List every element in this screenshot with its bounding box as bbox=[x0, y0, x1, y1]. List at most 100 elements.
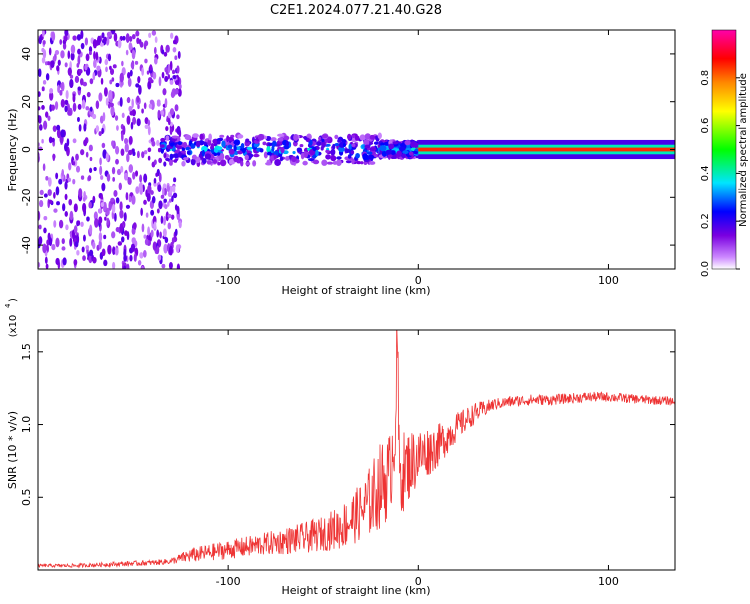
heatmap-cell bbox=[150, 229, 154, 238]
heatmap-cell bbox=[140, 207, 143, 217]
heatmap-cell bbox=[377, 132, 382, 139]
heatmap-cell bbox=[216, 140, 221, 145]
heatmap-cell bbox=[114, 212, 117, 222]
heatmap-cell bbox=[167, 201, 170, 207]
heatmap-cell bbox=[38, 124, 43, 131]
heatmap-cell bbox=[177, 141, 183, 146]
heatmap-cell bbox=[131, 98, 134, 109]
heatmap-cell bbox=[62, 257, 67, 266]
heatmap-cell bbox=[92, 241, 96, 250]
heatmap-cell bbox=[321, 141, 326, 148]
heatmap-cell bbox=[77, 55, 81, 66]
heatmap-cell bbox=[60, 82, 64, 90]
heatmap-cell bbox=[114, 247, 119, 256]
heatmap-cell bbox=[354, 135, 360, 141]
heatmap-cell bbox=[274, 159, 282, 166]
heatmap-cell bbox=[244, 154, 249, 161]
heatmap-cell bbox=[125, 49, 129, 56]
heatmap-cell bbox=[182, 141, 188, 149]
heatmap-cell bbox=[199, 133, 204, 141]
heatmap-cell bbox=[126, 263, 130, 269]
heatmap-cell bbox=[158, 200, 163, 210]
heatmap-cell bbox=[95, 51, 99, 61]
heatmap-cell bbox=[347, 154, 352, 159]
heatmap-cell bbox=[167, 222, 172, 230]
heatmap-cell bbox=[50, 60, 55, 69]
heatmap-cell bbox=[112, 64, 117, 69]
heatmap-cell bbox=[162, 186, 165, 197]
spectrogram-panel: -100 0 100 -40 -20 0 20 40 Height of straight l… bbox=[6, 29, 676, 297]
heatmap-cell bbox=[170, 121, 173, 127]
heatmap-cell bbox=[38, 146, 43, 151]
heatmap-cell bbox=[156, 245, 160, 255]
heatmap-cell bbox=[160, 215, 164, 224]
heatmap-cell bbox=[174, 55, 178, 60]
heatmap-cell bbox=[93, 59, 97, 68]
heatmap-cell bbox=[259, 148, 264, 153]
heatmap-cell bbox=[49, 88, 54, 94]
heatmap-cell bbox=[93, 166, 97, 172]
heatmap-cell bbox=[172, 39, 177, 45]
heatmap-cell bbox=[51, 31, 56, 42]
heatmap-cell bbox=[141, 108, 144, 114]
heatmap-cell bbox=[245, 162, 251, 166]
heatmap-cell bbox=[65, 90, 69, 100]
heatmap-cell bbox=[126, 115, 131, 125]
heatmap-cell bbox=[49, 91, 54, 101]
heatmap-cell bbox=[119, 222, 124, 233]
heatmap-cell bbox=[370, 147, 377, 151]
heatmap-cell bbox=[73, 203, 78, 213]
heatmap-cell bbox=[129, 110, 134, 116]
heatmap-cell bbox=[41, 57, 46, 64]
heatmap-cell bbox=[132, 222, 137, 230]
heatmap-cell bbox=[96, 65, 101, 71]
heatmap-cell bbox=[162, 228, 167, 238]
heatmap-cell bbox=[55, 186, 60, 196]
heatmap-cell bbox=[85, 53, 90, 62]
heatmap-cell bbox=[157, 184, 162, 192]
heatmap-cell bbox=[172, 47, 177, 53]
heatmap-cell bbox=[45, 111, 49, 118]
heatmap-cell bbox=[149, 79, 154, 84]
heatmap-cell bbox=[176, 65, 180, 74]
heatmap-cell bbox=[109, 68, 115, 75]
heatmap-cell bbox=[161, 263, 166, 269]
heatmap-cell bbox=[128, 195, 132, 203]
heatmap-cell bbox=[172, 153, 180, 159]
heatmap-cell bbox=[157, 254, 162, 261]
heatmap-cell bbox=[55, 237, 60, 248]
heatmap-cell bbox=[87, 175, 92, 181]
heatmap-cell bbox=[266, 145, 271, 153]
heatmap-cell bbox=[271, 145, 275, 152]
heatmap-cell bbox=[168, 198, 172, 203]
heatmap-cell bbox=[156, 100, 161, 107]
heatmap-cell bbox=[137, 260, 142, 266]
heatmap-cell bbox=[350, 150, 355, 155]
heatmap-cell bbox=[125, 192, 129, 201]
heatmap-cell bbox=[61, 246, 66, 251]
heatmap-cell bbox=[42, 40, 46, 45]
heatmap-cell bbox=[42, 243, 47, 254]
heatmap-cell bbox=[335, 159, 342, 167]
heatmap-cell bbox=[213, 148, 219, 153]
heatmap-cell bbox=[129, 254, 133, 262]
heatmap-cell bbox=[60, 129, 65, 138]
heatmap-cell bbox=[116, 125, 119, 131]
heatmap-cell bbox=[131, 49, 136, 60]
heatmap-cell bbox=[58, 219, 64, 229]
heatmap-cell bbox=[130, 61, 135, 69]
heatmap-cell bbox=[73, 225, 78, 234]
heatmap-cell bbox=[38, 210, 41, 221]
heatmap-cell bbox=[147, 226, 151, 236]
heatmap-cell bbox=[38, 142, 41, 147]
heatmap-cell bbox=[147, 155, 151, 161]
heatmap-cell bbox=[134, 60, 139, 65]
heatmap-cell bbox=[38, 91, 41, 97]
heatmap-cell bbox=[216, 138, 223, 142]
heatmap-cell bbox=[404, 145, 412, 150]
heatmap-cell bbox=[315, 141, 322, 146]
heatmap-cell bbox=[116, 168, 122, 176]
heatmap-cell bbox=[56, 128, 61, 139]
heatmap-cell bbox=[128, 135, 133, 145]
heatmap-cell bbox=[56, 124, 61, 131]
